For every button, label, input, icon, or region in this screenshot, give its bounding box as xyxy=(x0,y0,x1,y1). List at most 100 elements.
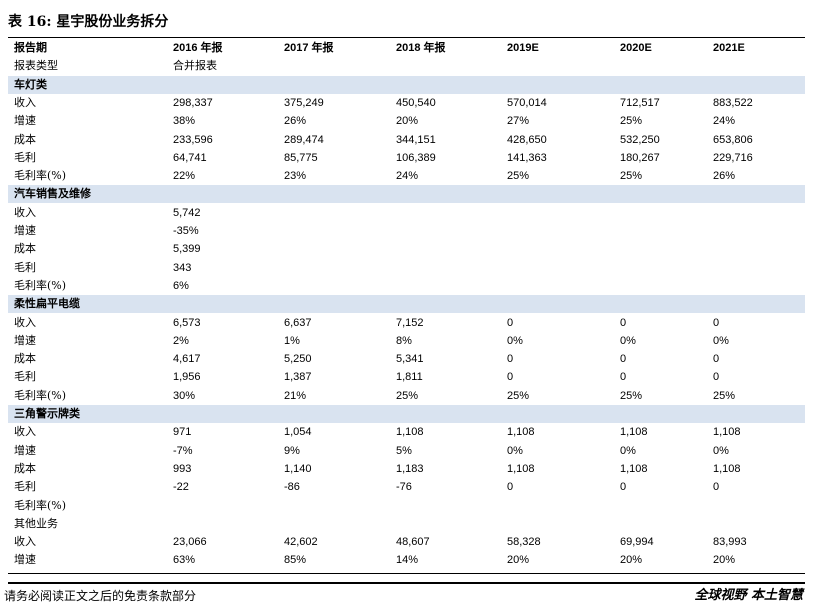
cell: 653,806 xyxy=(713,133,753,146)
row-label: 毛利 xyxy=(14,480,36,494)
cell: 20% xyxy=(713,554,736,567)
cell: 344,151 xyxy=(396,133,436,146)
row-label: 成本 xyxy=(14,352,36,366)
cell: 6,637 xyxy=(284,316,312,329)
title-rule xyxy=(8,37,805,38)
cell: 63% xyxy=(173,554,196,567)
cell: 712,517 xyxy=(620,96,660,109)
cell: 64,741 xyxy=(173,151,207,164)
row-label: 成本 xyxy=(14,242,36,256)
cell: 1% xyxy=(284,334,300,347)
section-band xyxy=(8,185,805,204)
column-header: 2020E xyxy=(620,42,652,54)
cell: 1,108 xyxy=(713,462,741,475)
row-label: 收入 xyxy=(14,95,36,109)
cell: 14% xyxy=(396,554,419,567)
cell: 993 xyxy=(173,462,192,475)
cell: 0 xyxy=(713,353,720,366)
cell: 0% xyxy=(713,444,729,457)
cell: 0 xyxy=(507,316,514,329)
cell: 375,249 xyxy=(284,96,324,109)
section-title: 汽车销售及维修 xyxy=(14,187,91,201)
cell: 1,108 xyxy=(620,426,648,439)
row-label: 毛利率(%) xyxy=(14,388,67,402)
cell: 9% xyxy=(284,444,300,457)
cell: 85% xyxy=(284,554,307,567)
table-bottom-rule xyxy=(8,573,805,574)
row-label: 成本 xyxy=(14,461,36,475)
row-label: 成本 xyxy=(14,132,36,146)
row-label: 毛利 xyxy=(14,370,36,384)
cell: 20% xyxy=(396,115,419,128)
cell: 1,811 xyxy=(396,371,423,384)
cell: 0 xyxy=(507,481,514,494)
cell: 25% xyxy=(713,389,736,402)
section-band xyxy=(8,405,805,423)
cell: 532,250 xyxy=(620,133,660,146)
cell: 0 xyxy=(713,316,720,329)
cell: 20% xyxy=(507,554,530,567)
cell: 0 xyxy=(620,316,627,329)
column-header: 2017 年报 xyxy=(284,42,334,54)
cell: 42,602 xyxy=(284,536,318,549)
cell: 24% xyxy=(713,115,736,128)
cell: 6% xyxy=(173,279,189,292)
cell: 85,775 xyxy=(284,151,318,164)
cell: 0% xyxy=(713,334,729,347)
cell: 0% xyxy=(620,444,636,457)
cell: 30% xyxy=(173,389,196,402)
section-title: 柔性扁平电缆 xyxy=(14,297,80,311)
cell: 6,573 xyxy=(173,316,201,329)
row-label: 增速 xyxy=(14,443,36,457)
cell: 180,267 xyxy=(620,151,660,164)
cell: 450,540 xyxy=(396,96,436,109)
section-title: 车灯类 xyxy=(14,77,47,91)
cell: -76 xyxy=(396,481,412,494)
cell: 22% xyxy=(173,170,196,183)
cell: 21% xyxy=(284,389,307,402)
cell: 38% xyxy=(173,115,196,128)
column-header: 2018 年报 xyxy=(396,42,446,54)
cell: 23% xyxy=(284,170,307,183)
table-title: 表 16: 星宇股份业务拆分 xyxy=(8,14,169,30)
slogan: 全球视野 本土智慧 xyxy=(694,588,803,603)
row-label: 毛利率(%) xyxy=(14,498,67,512)
row-label: 毛利率(%) xyxy=(14,278,67,292)
cell: 1,108 xyxy=(507,426,535,439)
cell: 971 xyxy=(173,426,192,439)
cell: 26% xyxy=(284,115,307,128)
cell: 5,399 xyxy=(173,243,201,256)
cell: 24% xyxy=(396,170,419,183)
cell: 58,328 xyxy=(507,536,541,549)
cell: 343 xyxy=(173,261,192,274)
row-label: 增速 xyxy=(14,333,36,347)
cell: 1,956 xyxy=(173,371,201,384)
cell: -22 xyxy=(173,481,189,494)
cell: 570,014 xyxy=(507,96,547,109)
disclaimer: 请务必阅读正文之后的免责条款部分 xyxy=(4,589,197,603)
cell: 8% xyxy=(396,334,412,347)
cell: 26% xyxy=(713,170,736,183)
row-label: 其他业务 xyxy=(14,516,58,530)
cell: 1,108 xyxy=(396,426,424,439)
cell: 0 xyxy=(713,371,720,384)
cell: 7,152 xyxy=(396,316,424,329)
cell: 4,617 xyxy=(173,353,201,366)
cell: 69,994 xyxy=(620,536,654,549)
cell: -7% xyxy=(173,444,193,457)
cell: 83,993 xyxy=(713,536,747,549)
column-header: 2019E xyxy=(507,42,539,54)
cell: 106,389 xyxy=(396,151,436,164)
footer-rule xyxy=(8,582,805,584)
row-label: 收入 xyxy=(14,535,36,549)
row-label: 报表类型 xyxy=(14,59,58,73)
cell: 5,250 xyxy=(284,353,312,366)
section-title: 三角警示牌类 xyxy=(14,407,80,420)
section-band xyxy=(8,295,805,314)
cell: 0 xyxy=(620,353,627,366)
cell: 25% xyxy=(507,389,530,402)
cell: 0 xyxy=(507,371,514,384)
cell: 233,596 xyxy=(173,133,213,146)
column-header: 2016 年报 xyxy=(173,42,223,54)
